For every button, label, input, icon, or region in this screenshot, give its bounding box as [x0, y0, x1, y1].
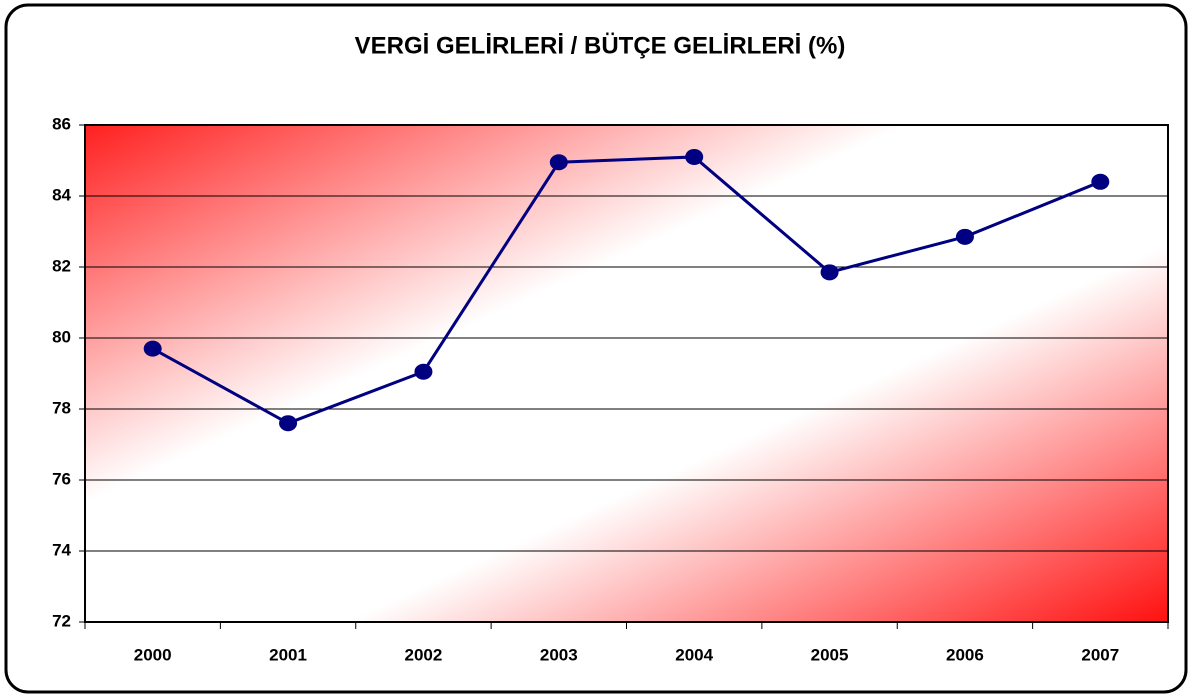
y-tick-label: 80: [52, 327, 71, 346]
y-tick-label: 76: [52, 469, 71, 488]
data-point: [279, 415, 298, 432]
y-tick-label: 72: [52, 611, 71, 630]
data-point: [143, 340, 162, 357]
data-point: [820, 264, 839, 281]
y-tick-label: 74: [52, 540, 71, 559]
x-tick-label: 2006: [946, 645, 984, 664]
y-tick-label: 78: [52, 398, 71, 417]
x-tick-label: 2002: [405, 645, 443, 664]
data-point: [685, 148, 704, 165]
y-tick-label: 82: [52, 256, 71, 275]
plot-area: [85, 125, 1168, 622]
data-point: [549, 154, 568, 171]
data-point: [414, 363, 433, 380]
y-tick-label: 86: [52, 114, 71, 133]
chart-title: VERGİ GELİRLERİ / BÜTÇE GELİRLERİ (%): [355, 32, 846, 59]
y-tick-label: 84: [52, 185, 71, 204]
x-tick-label: 2000: [134, 645, 172, 664]
data-point: [955, 228, 974, 245]
data-line: [151, 155, 1101, 425]
x-tick-label: 2007: [1081, 645, 1119, 664]
x-tick-label: 2001: [269, 645, 307, 664]
data-point: [1091, 173, 1110, 190]
x-tick-label: 2004: [675, 645, 713, 664]
x-tick-label: 2003: [540, 645, 578, 664]
x-tick-label: 2005: [811, 645, 849, 664]
